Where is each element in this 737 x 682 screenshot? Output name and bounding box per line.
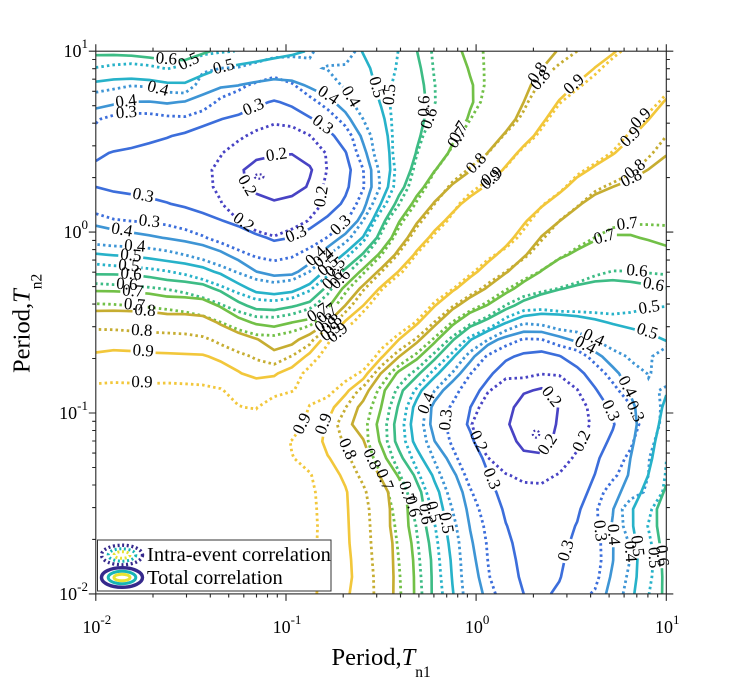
svg-text:0.8: 0.8 bbox=[134, 300, 156, 320]
svg-text:0.6: 0.6 bbox=[414, 95, 433, 117]
svg-text:0.5: 0.5 bbox=[365, 74, 389, 100]
svg-text:0.3: 0.3 bbox=[435, 408, 456, 431]
svg-text:0.6: 0.6 bbox=[641, 273, 665, 296]
svg-text:0.5: 0.5 bbox=[436, 511, 458, 535]
svg-text:0.7: 0.7 bbox=[122, 280, 145, 300]
svg-text:0.6: 0.6 bbox=[415, 502, 436, 525]
svg-text:0.4: 0.4 bbox=[114, 90, 138, 111]
svg-text:0.6: 0.6 bbox=[155, 48, 178, 69]
svg-text:0.9: 0.9 bbox=[132, 340, 155, 361]
svg-text:0.8: 0.8 bbox=[131, 320, 153, 340]
svg-text:0.6: 0.6 bbox=[652, 544, 673, 567]
svg-text:Intra-event correlation: Intra-event correlation bbox=[147, 544, 331, 566]
svg-text:0.4: 0.4 bbox=[124, 235, 147, 255]
svg-text:0.5: 0.5 bbox=[118, 255, 141, 276]
svg-text:0.5: 0.5 bbox=[637, 296, 661, 318]
svg-text:0.3: 0.3 bbox=[131, 184, 156, 207]
svg-text:0.5: 0.5 bbox=[120, 244, 143, 265]
svg-text:0.7: 0.7 bbox=[616, 213, 640, 235]
svg-text:0.7: 0.7 bbox=[123, 294, 146, 315]
svg-text:0.3: 0.3 bbox=[115, 102, 138, 123]
svg-text:0.9: 0.9 bbox=[131, 372, 153, 391]
svg-text:0.2: 0.2 bbox=[310, 184, 332, 208]
svg-text:0.6: 0.6 bbox=[120, 263, 142, 283]
svg-text:0.5: 0.5 bbox=[627, 534, 648, 557]
svg-text:0.2: 0.2 bbox=[265, 143, 289, 165]
svg-text:Total correlation: Total correlation bbox=[147, 567, 283, 589]
svg-text:0.5: 0.5 bbox=[211, 54, 236, 78]
svg-text:0.6: 0.6 bbox=[116, 274, 139, 295]
svg-text:0.5: 0.5 bbox=[422, 499, 445, 524]
svg-text:0.4: 0.4 bbox=[110, 218, 135, 240]
svg-text:0.4: 0.4 bbox=[621, 540, 642, 563]
svg-text:0.6: 0.6 bbox=[626, 260, 649, 281]
svg-text:0.3: 0.3 bbox=[138, 210, 161, 231]
svg-text:10-1: 10-1 bbox=[273, 612, 302, 637]
svg-text:0.6: 0.6 bbox=[401, 494, 425, 519]
svg-text:0.4: 0.4 bbox=[604, 523, 625, 546]
svg-text:0.3: 0.3 bbox=[590, 519, 611, 542]
svg-text:0.5: 0.5 bbox=[645, 547, 665, 569]
svg-text:0.4: 0.4 bbox=[145, 76, 171, 100]
svg-text:0.5: 0.5 bbox=[379, 83, 400, 106]
